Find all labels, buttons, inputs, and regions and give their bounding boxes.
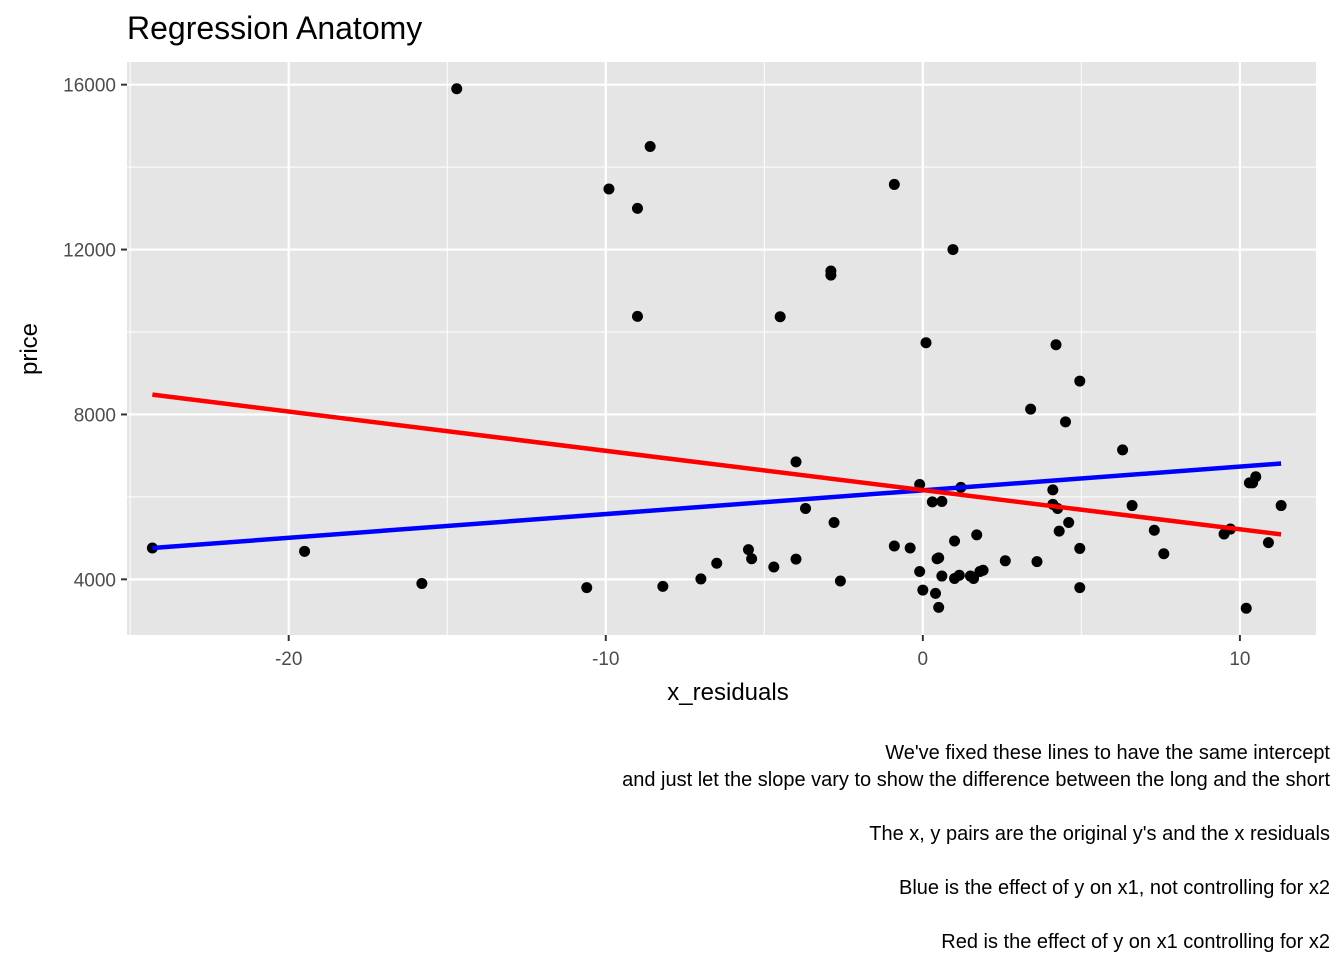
chart-title: Regression Anatomy	[127, 10, 423, 46]
caption-line: and just let the slope vary to show the …	[622, 769, 1330, 791]
caption-spacer	[330, 794, 1330, 821]
data-point	[926, 496, 938, 508]
data-point	[936, 495, 948, 507]
data-point	[1275, 500, 1287, 512]
caption-spacer	[330, 902, 1330, 929]
grid-minor	[127, 62, 1316, 635]
data-point	[936, 570, 948, 582]
data-point	[977, 564, 989, 576]
data-points	[146, 83, 1287, 614]
data-point	[1117, 444, 1129, 456]
data-point	[1060, 416, 1072, 428]
data-point	[1025, 403, 1037, 415]
data-point	[742, 544, 754, 556]
data-point	[888, 178, 900, 190]
data-point	[1148, 524, 1160, 536]
data-point	[1074, 542, 1086, 554]
data-point	[746, 553, 758, 565]
x-tick-label: -10	[592, 649, 619, 670]
data-point	[603, 183, 615, 195]
data-point	[888, 540, 900, 552]
data-point	[1126, 500, 1138, 512]
data-point	[933, 601, 945, 613]
data-point	[834, 575, 846, 587]
data-point	[1063, 516, 1075, 528]
data-point	[968, 573, 980, 585]
data-point	[1031, 556, 1043, 568]
y-tick-label: 12000	[63, 241, 116, 262]
data-point	[1050, 339, 1062, 351]
caption-line: Blue is the effect of y on x1, not contr…	[899, 877, 1330, 899]
data-point	[631, 310, 643, 322]
y-tick-label: 16000	[63, 76, 116, 97]
data-point	[971, 529, 983, 541]
caption-line: Red is the effect of y on x1 controlling…	[941, 931, 1330, 953]
data-point	[953, 569, 965, 581]
data-point	[999, 555, 1011, 567]
caption: We've fixed these lines to have the same…	[330, 740, 1330, 956]
data-point	[930, 587, 942, 599]
caption-spacer	[330, 848, 1330, 875]
data-point	[631, 202, 643, 214]
plot-panel	[127, 62, 1316, 635]
caption-line: The x, y pairs are the original y's and …	[869, 823, 1330, 845]
blue-fit-line	[152, 461, 1282, 551]
y-tick-label: 8000	[74, 405, 116, 426]
data-point	[790, 456, 802, 468]
data-point	[695, 573, 707, 585]
data-point	[657, 580, 669, 592]
data-point	[904, 542, 916, 554]
data-point	[947, 244, 959, 256]
data-point	[644, 141, 656, 153]
data-point	[581, 582, 593, 594]
x-tick-label: 10	[1229, 649, 1250, 670]
data-point	[1074, 375, 1086, 387]
x-tick-label: 0	[918, 649, 929, 670]
data-point	[416, 577, 428, 589]
data-point	[825, 265, 837, 277]
data-point	[768, 561, 780, 573]
data-point	[790, 553, 802, 565]
x-axis-title: x_residuals	[667, 679, 788, 706]
data-point	[800, 502, 812, 514]
axis-ticks: -20 -10 0 10 4000 8000 12000 16000	[63, 76, 1250, 670]
data-point	[711, 557, 723, 569]
data-point	[299, 545, 311, 557]
data-point	[451, 83, 463, 95]
data-point	[1262, 537, 1274, 549]
data-point	[1053, 525, 1065, 537]
data-point	[1250, 471, 1262, 483]
x-tick-label: -20	[275, 649, 302, 670]
data-point	[949, 535, 961, 547]
data-point	[1047, 484, 1059, 496]
data-point	[1074, 582, 1086, 594]
data-point	[917, 584, 929, 596]
red-fit-line	[152, 392, 1282, 537]
y-tick-label: 4000	[74, 570, 116, 591]
fit-lines	[152, 392, 1282, 551]
data-point	[1240, 602, 1252, 614]
y-axis-title: price	[16, 323, 43, 375]
data-point	[914, 566, 926, 578]
data-point	[1158, 548, 1170, 560]
data-point	[933, 552, 945, 564]
data-point	[774, 311, 786, 323]
data-point	[828, 516, 840, 528]
caption-line: We've fixed these lines to have the same…	[885, 742, 1330, 764]
data-point	[920, 337, 932, 349]
